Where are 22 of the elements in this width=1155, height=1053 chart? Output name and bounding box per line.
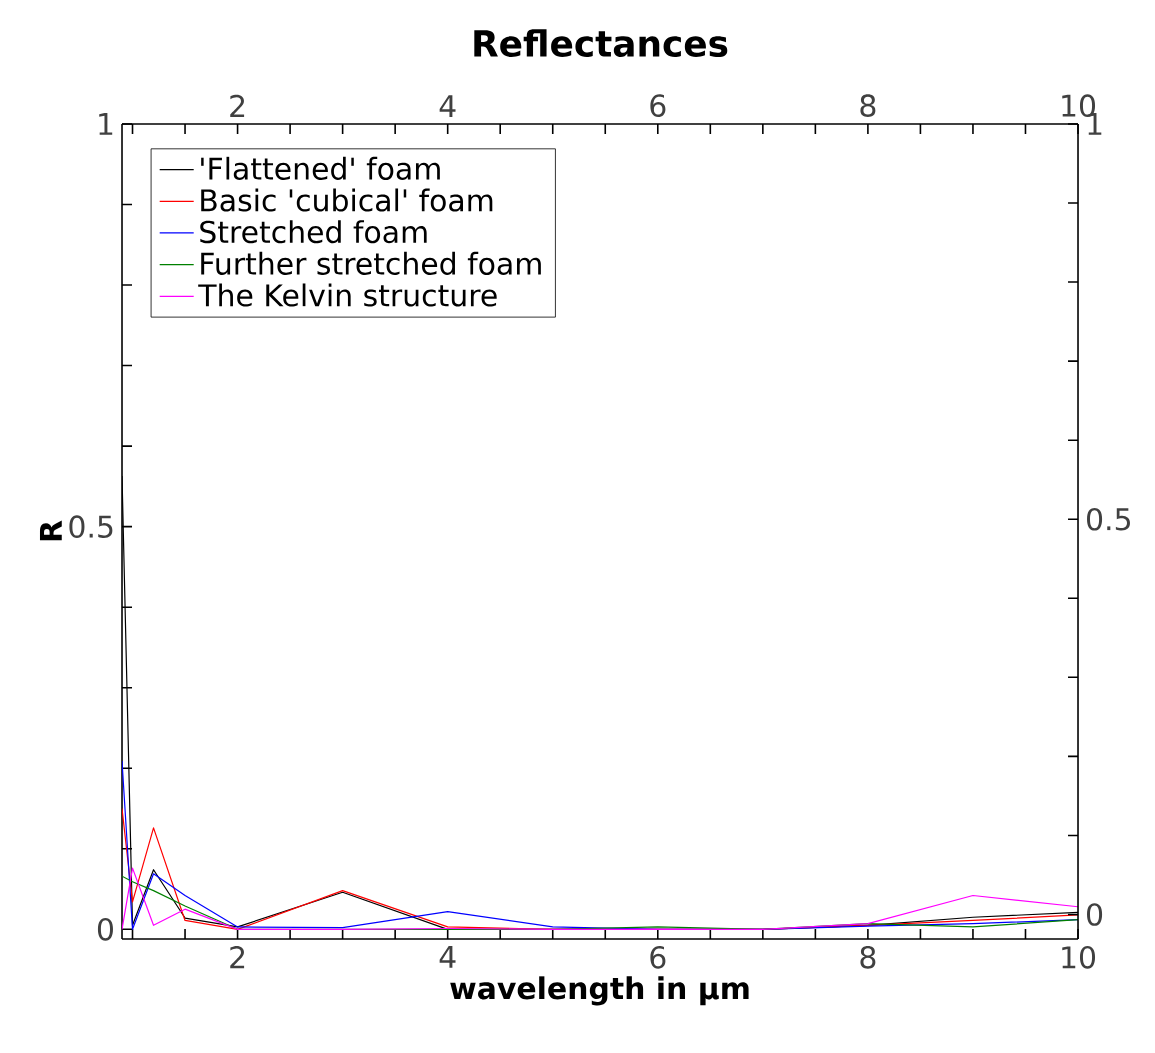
x-tick-label: 4 [439, 95, 456, 117]
x2-tick-label: 4 [439, 946, 456, 968]
x-tick-label: 2 [230, 94, 245, 117]
x2-tick-label: 6 [650, 946, 666, 969]
legend-label: Stretched foam [200, 220, 427, 244]
x-tick-label: 6 [650, 94, 666, 117]
x-axis-title: wavelength in µm [450, 976, 749, 1006]
y-axis-title: R [39, 520, 62, 541]
legend-label: Basic 'cubical' foam [201, 188, 493, 212]
y-tick-label: 1 [99, 113, 113, 135]
y2-tick-label: 0 [1087, 903, 1103, 926]
legend-label: 'Flattened' foam [201, 156, 440, 180]
y-tick-label: 0 [97, 918, 113, 941]
legend-label: Further stretched foam [201, 251, 541, 275]
x2-tick-label: 8 [860, 946, 876, 969]
chart-title: Reflectances [474, 29, 728, 57]
y-tick-label: 0.5 [69, 515, 113, 538]
x2-tick-label: 10 [1062, 946, 1096, 969]
y2-tick-label: 0.5 [1087, 507, 1130, 531]
x-tick-label: 8 [860, 94, 876, 117]
legend-label: The Kelvin structure [198, 283, 497, 307]
x2-tick-label: 2 [230, 946, 245, 969]
